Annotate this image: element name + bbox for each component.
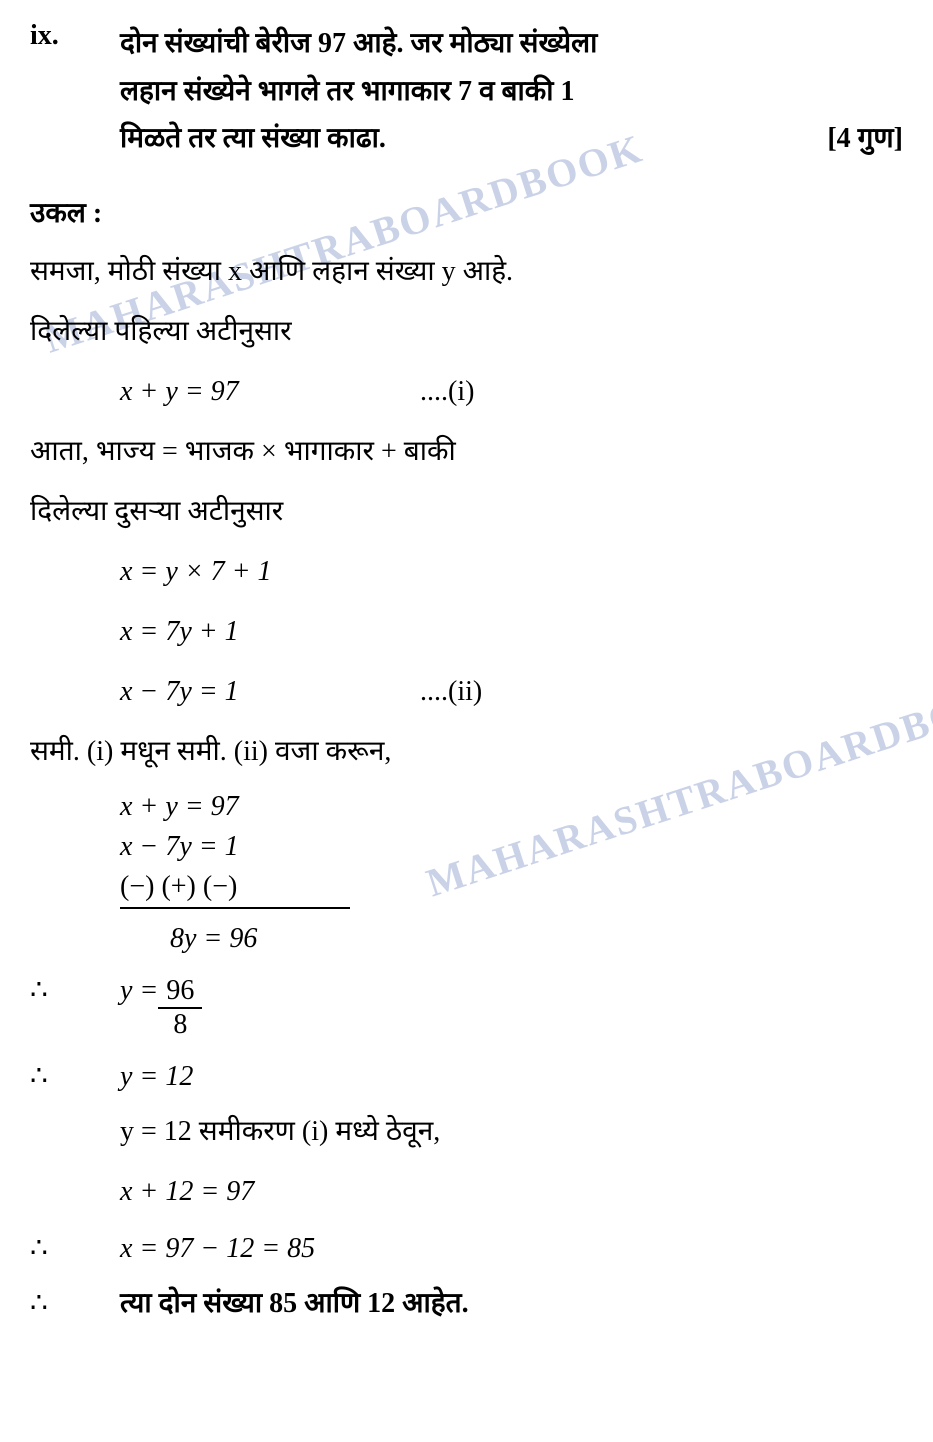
x-result-line: ∴ x = 97 − 12 = 85 (30, 1231, 903, 1265)
question-number: ix. (30, 20, 120, 163)
eq1-number: ....(i) (420, 371, 474, 413)
equation-1: x + y = 97 ....(i) (30, 371, 903, 413)
sub-result: 8y = 96 (120, 917, 903, 955)
x-result: x = 97 − 12 = 85 (120, 1233, 315, 1265)
sub-signs: (−) (+) (−) (120, 871, 350, 909)
y-result-line: ∴ y = 12 (30, 1059, 903, 1093)
substitute-line: y = 12 समीकरण (i) मध्ये ठेवून, (30, 1111, 903, 1153)
therefore-2: ∴ (30, 1059, 120, 1093)
final-answer-line: ∴ त्या दोन संख्या 85 आणि 12 आहेत. (30, 1283, 903, 1321)
fraction-denominator: 8 (158, 1009, 202, 1041)
equation-2: x − 7y = 1 ....(ii) (30, 671, 903, 713)
question-line1: दोन संख्यांची बेरीज 97 आहे. जर मोठ्या सं… (120, 28, 597, 59)
sub-eq2: x − 7y = 1 (120, 831, 903, 863)
fraction-line: ∴ y = 96 8 (30, 973, 903, 1041)
fraction-numerator: 96 (158, 975, 202, 1009)
solution-line-condition2: दिलेल्या दुसऱ्या अटीनुसार (30, 491, 903, 533)
marks-label: [4 गुण] (827, 115, 903, 163)
x-eq: x + 12 = 97 (30, 1171, 903, 1213)
final-answer: त्या दोन संख्या 85 आणि 12 आहेत. (120, 1283, 469, 1321)
solution-line-subtract: समी. (i) मधून समी. (ii) वजा करून, (30, 731, 903, 773)
question-line3: मिळते तर त्या संख्या काढा. (120, 115, 386, 163)
eq1-text: x + y = 97 (120, 371, 420, 413)
question-text: दोन संख्यांची बेरीज 97 आहे. जर मोठ्या सं… (120, 20, 903, 163)
solution-line-formula: आता, भाज्य = भाजक × भागाकार + बाकी (30, 431, 903, 473)
solution-label: उकल : (30, 193, 903, 231)
eq2a: x = y × 7 + 1 (30, 551, 903, 593)
therefore-4: ∴ (30, 1286, 120, 1320)
eq2-number: ....(ii) (420, 671, 482, 713)
question-header: ix. दोन संख्यांची बेरीज 97 आहे. जर मोठ्य… (30, 20, 903, 163)
question-line2: लहान संख्येने भागले तर भागाकार 7 व बाकी … (120, 76, 575, 107)
solution-line-condition1: दिलेल्या पहिल्या अटीनुसार (30, 311, 903, 353)
solution-line-assumption: समजा, मोठी संख्या x आणि लहान संख्या y आह… (30, 251, 903, 293)
eq2b: x = 7y + 1 (30, 611, 903, 653)
therefore-3: ∴ (30, 1231, 120, 1265)
y-result: y = 12 (120, 1061, 193, 1093)
document-content: ix. दोन संख्यांची बेरीज 97 आहे. जर मोठ्य… (30, 20, 903, 1321)
fraction-96-8: 96 8 (158, 975, 202, 1041)
eq2c-text: x − 7y = 1 (120, 671, 420, 713)
sub-eq1: x + y = 97 (120, 791, 903, 823)
therefore-1: ∴ (30, 973, 120, 1007)
y-equals: y = (120, 975, 158, 1007)
subtraction-block: x + y = 97 x − 7y = 1 (−) (+) (−) 8y = 9… (30, 791, 903, 955)
